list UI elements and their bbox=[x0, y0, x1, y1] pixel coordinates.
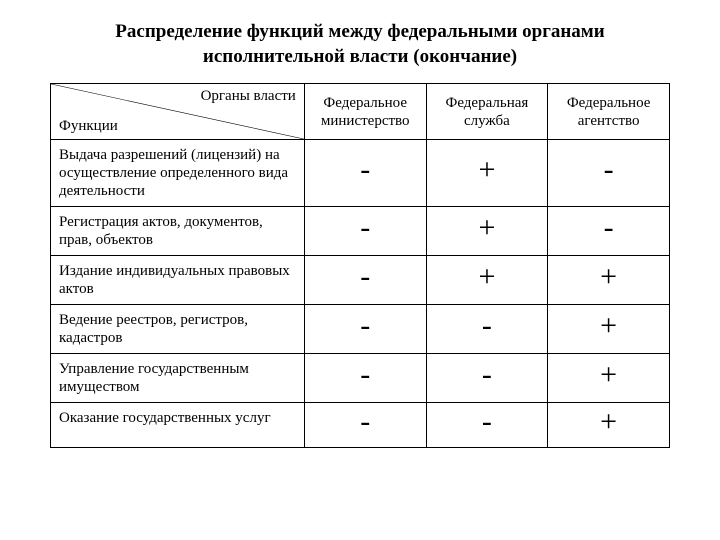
functions-table: Органы власти Функции Федеральное минист… bbox=[50, 83, 670, 448]
mark-cell: + bbox=[426, 140, 548, 207]
column-header: Федеральная служба bbox=[426, 84, 548, 140]
table-row: Ведение реестров, регистров, кадастров -… bbox=[51, 305, 670, 354]
mark-cell: - bbox=[304, 256, 426, 305]
slide-title: Распределение функций между федеральными… bbox=[50, 20, 670, 69]
column-header: Федеральное министерство bbox=[304, 84, 426, 140]
function-label: Регистрация актов, документов, прав, объ… bbox=[51, 207, 305, 256]
mark-cell: - bbox=[426, 403, 548, 448]
mark-cell: + bbox=[426, 207, 548, 256]
mark-cell: - bbox=[304, 403, 426, 448]
slide-container: Распределение функций между федеральными… bbox=[0, 0, 720, 448]
mark-cell: + bbox=[548, 403, 670, 448]
mark-cell: + bbox=[548, 305, 670, 354]
corner-header-cell: Органы власти Функции bbox=[51, 84, 305, 140]
mark-cell: - bbox=[304, 354, 426, 403]
function-label: Ведение реестров, регистров, кадастров bbox=[51, 305, 305, 354]
table-row: Выдача разрешений (лицензий) на осуществ… bbox=[51, 140, 670, 207]
mark-cell: - bbox=[426, 305, 548, 354]
table-row: Оказание государственных услуг - - + bbox=[51, 403, 670, 448]
table-row: Регистрация актов, документов, прав, объ… bbox=[51, 207, 670, 256]
function-label: Выдача разрешений (лицензий) на осуществ… bbox=[51, 140, 305, 207]
mark-cell: + bbox=[548, 256, 670, 305]
mark-cell: + bbox=[426, 256, 548, 305]
mark-cell: - bbox=[426, 354, 548, 403]
corner-header-bottom: Функции bbox=[59, 118, 118, 135]
table-header-row: Органы власти Функции Федеральное минист… bbox=[51, 84, 670, 140]
function-label: Управление государственным имуществом bbox=[51, 354, 305, 403]
mark-cell: - bbox=[304, 207, 426, 256]
table-row: Издание индивидуальных правовых актов - … bbox=[51, 256, 670, 305]
mark-cell: + bbox=[548, 354, 670, 403]
table-body: Выдача разрешений (лицензий) на осуществ… bbox=[51, 140, 670, 448]
function-label: Издание индивидуальных правовых актов bbox=[51, 256, 305, 305]
mark-cell: - bbox=[548, 140, 670, 207]
mark-cell: - bbox=[548, 207, 670, 256]
mark-cell: - bbox=[304, 305, 426, 354]
corner-header-top: Органы власти bbox=[201, 88, 296, 105]
column-header: Федеральное агентство bbox=[548, 84, 670, 140]
function-label: Оказание государственных услуг bbox=[51, 403, 305, 448]
table-row: Управление государственным имуществом - … bbox=[51, 354, 670, 403]
mark-cell: - bbox=[304, 140, 426, 207]
